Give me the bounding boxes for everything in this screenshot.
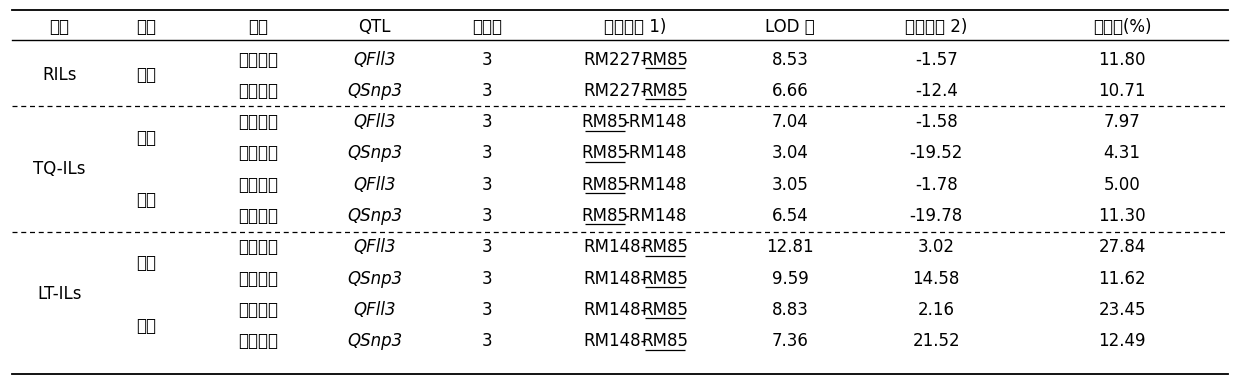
Text: 6.66: 6.66 [771, 82, 808, 100]
Text: RM85: RM85 [641, 238, 688, 256]
Text: 8.83: 8.83 [771, 301, 808, 319]
Text: QSnp3: QSnp3 [347, 207, 402, 225]
Text: TQ-ILs: TQ-ILs [33, 160, 86, 178]
Text: 每穗粒数: 每穗粒数 [238, 207, 278, 225]
Text: 性状: 性状 [248, 18, 268, 36]
Text: 染色体: 染色体 [472, 18, 502, 36]
Text: 每穗粒数: 每穗粒数 [238, 332, 278, 350]
Text: RM85: RM85 [582, 144, 629, 162]
Text: -RM148: -RM148 [624, 207, 687, 225]
Text: RM85: RM85 [641, 301, 688, 319]
Text: QFll3: QFll3 [353, 176, 396, 194]
Text: RM227-: RM227- [583, 51, 647, 68]
Text: 12.49: 12.49 [1099, 332, 1146, 350]
Text: 23.45: 23.45 [1099, 301, 1146, 319]
Text: 每穗粒数: 每穗粒数 [238, 144, 278, 162]
Text: 14.58: 14.58 [913, 270, 960, 288]
Text: 3: 3 [482, 82, 492, 100]
Text: 3.05: 3.05 [771, 176, 808, 194]
Text: 7.36: 7.36 [771, 332, 808, 350]
Text: RM148-: RM148- [583, 332, 646, 350]
Text: RM85: RM85 [641, 270, 688, 288]
Text: RM85: RM85 [641, 332, 688, 350]
Text: 27.84: 27.84 [1099, 238, 1146, 256]
Text: RM85: RM85 [641, 51, 688, 68]
Text: RM85: RM85 [641, 82, 688, 100]
Text: 2.16: 2.16 [918, 301, 955, 319]
Text: QFll3: QFll3 [353, 51, 396, 68]
Text: 剑叶长度: 剑叶长度 [238, 176, 278, 194]
Text: 5.00: 5.00 [1104, 176, 1141, 194]
Text: 北京: 北京 [136, 254, 156, 272]
Text: 7.04: 7.04 [771, 113, 808, 131]
Text: 每穗粒数: 每穗粒数 [238, 82, 278, 100]
Text: 12.81: 12.81 [766, 238, 813, 256]
Text: 剑叶长度: 剑叶长度 [238, 238, 278, 256]
Text: 6.54: 6.54 [771, 207, 808, 225]
Text: -19.78: -19.78 [910, 207, 962, 225]
Text: RM85: RM85 [582, 207, 629, 225]
Text: QFll3: QFll3 [353, 301, 396, 319]
Text: 3: 3 [482, 332, 492, 350]
Text: 3.04: 3.04 [771, 144, 808, 162]
Text: RM148-: RM148- [583, 270, 646, 288]
Text: 3: 3 [482, 238, 492, 256]
Text: 群体: 群体 [50, 18, 69, 36]
Text: 11.80: 11.80 [1099, 51, 1146, 68]
Text: 11.30: 11.30 [1099, 207, 1146, 225]
Text: QSnp3: QSnp3 [347, 332, 402, 350]
Text: RILs: RILs [42, 66, 77, 84]
Text: QFll3: QFll3 [353, 238, 396, 256]
Text: 剑叶长度: 剑叶长度 [238, 51, 278, 68]
Text: 3: 3 [482, 176, 492, 194]
Text: 地点: 地点 [136, 18, 156, 36]
Text: RM85: RM85 [582, 113, 629, 131]
Text: 3: 3 [482, 207, 492, 225]
Text: 贡献率(%): 贡献率(%) [1092, 18, 1152, 36]
Text: -RM148: -RM148 [624, 113, 687, 131]
Text: -RM148: -RM148 [624, 176, 687, 194]
Text: QTL: QTL [358, 18, 391, 36]
Text: 剑叶长度: 剑叶长度 [238, 113, 278, 131]
Text: RM85: RM85 [582, 176, 629, 194]
Text: 海南: 海南 [136, 191, 156, 209]
Text: 每穗粒数: 每穗粒数 [238, 270, 278, 288]
Text: 4.31: 4.31 [1104, 144, 1141, 162]
Text: 海南: 海南 [136, 316, 156, 334]
Text: -12.4: -12.4 [915, 82, 957, 100]
Text: 3: 3 [482, 270, 492, 288]
Text: 8.53: 8.53 [771, 51, 808, 68]
Text: 加性效应 2): 加性效应 2) [905, 18, 967, 36]
Text: 北京: 北京 [136, 129, 156, 147]
Text: 9.59: 9.59 [771, 270, 808, 288]
Text: QSnp3: QSnp3 [347, 82, 402, 100]
Text: 11.62: 11.62 [1099, 270, 1146, 288]
Text: 10.71: 10.71 [1099, 82, 1146, 100]
Text: RM227-: RM227- [583, 82, 647, 100]
Text: -1.57: -1.57 [915, 51, 957, 68]
Text: 3: 3 [482, 51, 492, 68]
Text: RM148-: RM148- [583, 238, 646, 256]
Text: 7.97: 7.97 [1104, 113, 1141, 131]
Text: LOD 值: LOD 值 [765, 18, 815, 36]
Text: -1.78: -1.78 [915, 176, 957, 194]
Text: 北京: 北京 [136, 66, 156, 84]
Text: 3: 3 [482, 144, 492, 162]
Text: RM148-: RM148- [583, 301, 646, 319]
Text: QFll3: QFll3 [353, 113, 396, 131]
Text: 剑叶长度: 剑叶长度 [238, 301, 278, 319]
Text: -RM148: -RM148 [624, 144, 687, 162]
Text: 21.52: 21.52 [913, 332, 960, 350]
Text: QSnp3: QSnp3 [347, 270, 402, 288]
Text: QSnp3: QSnp3 [347, 144, 402, 162]
Text: 3: 3 [482, 301, 492, 319]
Text: 标记区间 1): 标记区间 1) [604, 18, 666, 36]
Text: 3.02: 3.02 [918, 238, 955, 256]
Text: -19.52: -19.52 [909, 144, 963, 162]
Text: 3: 3 [482, 113, 492, 131]
Text: -1.58: -1.58 [915, 113, 957, 131]
Text: LT-ILs: LT-ILs [37, 285, 82, 303]
